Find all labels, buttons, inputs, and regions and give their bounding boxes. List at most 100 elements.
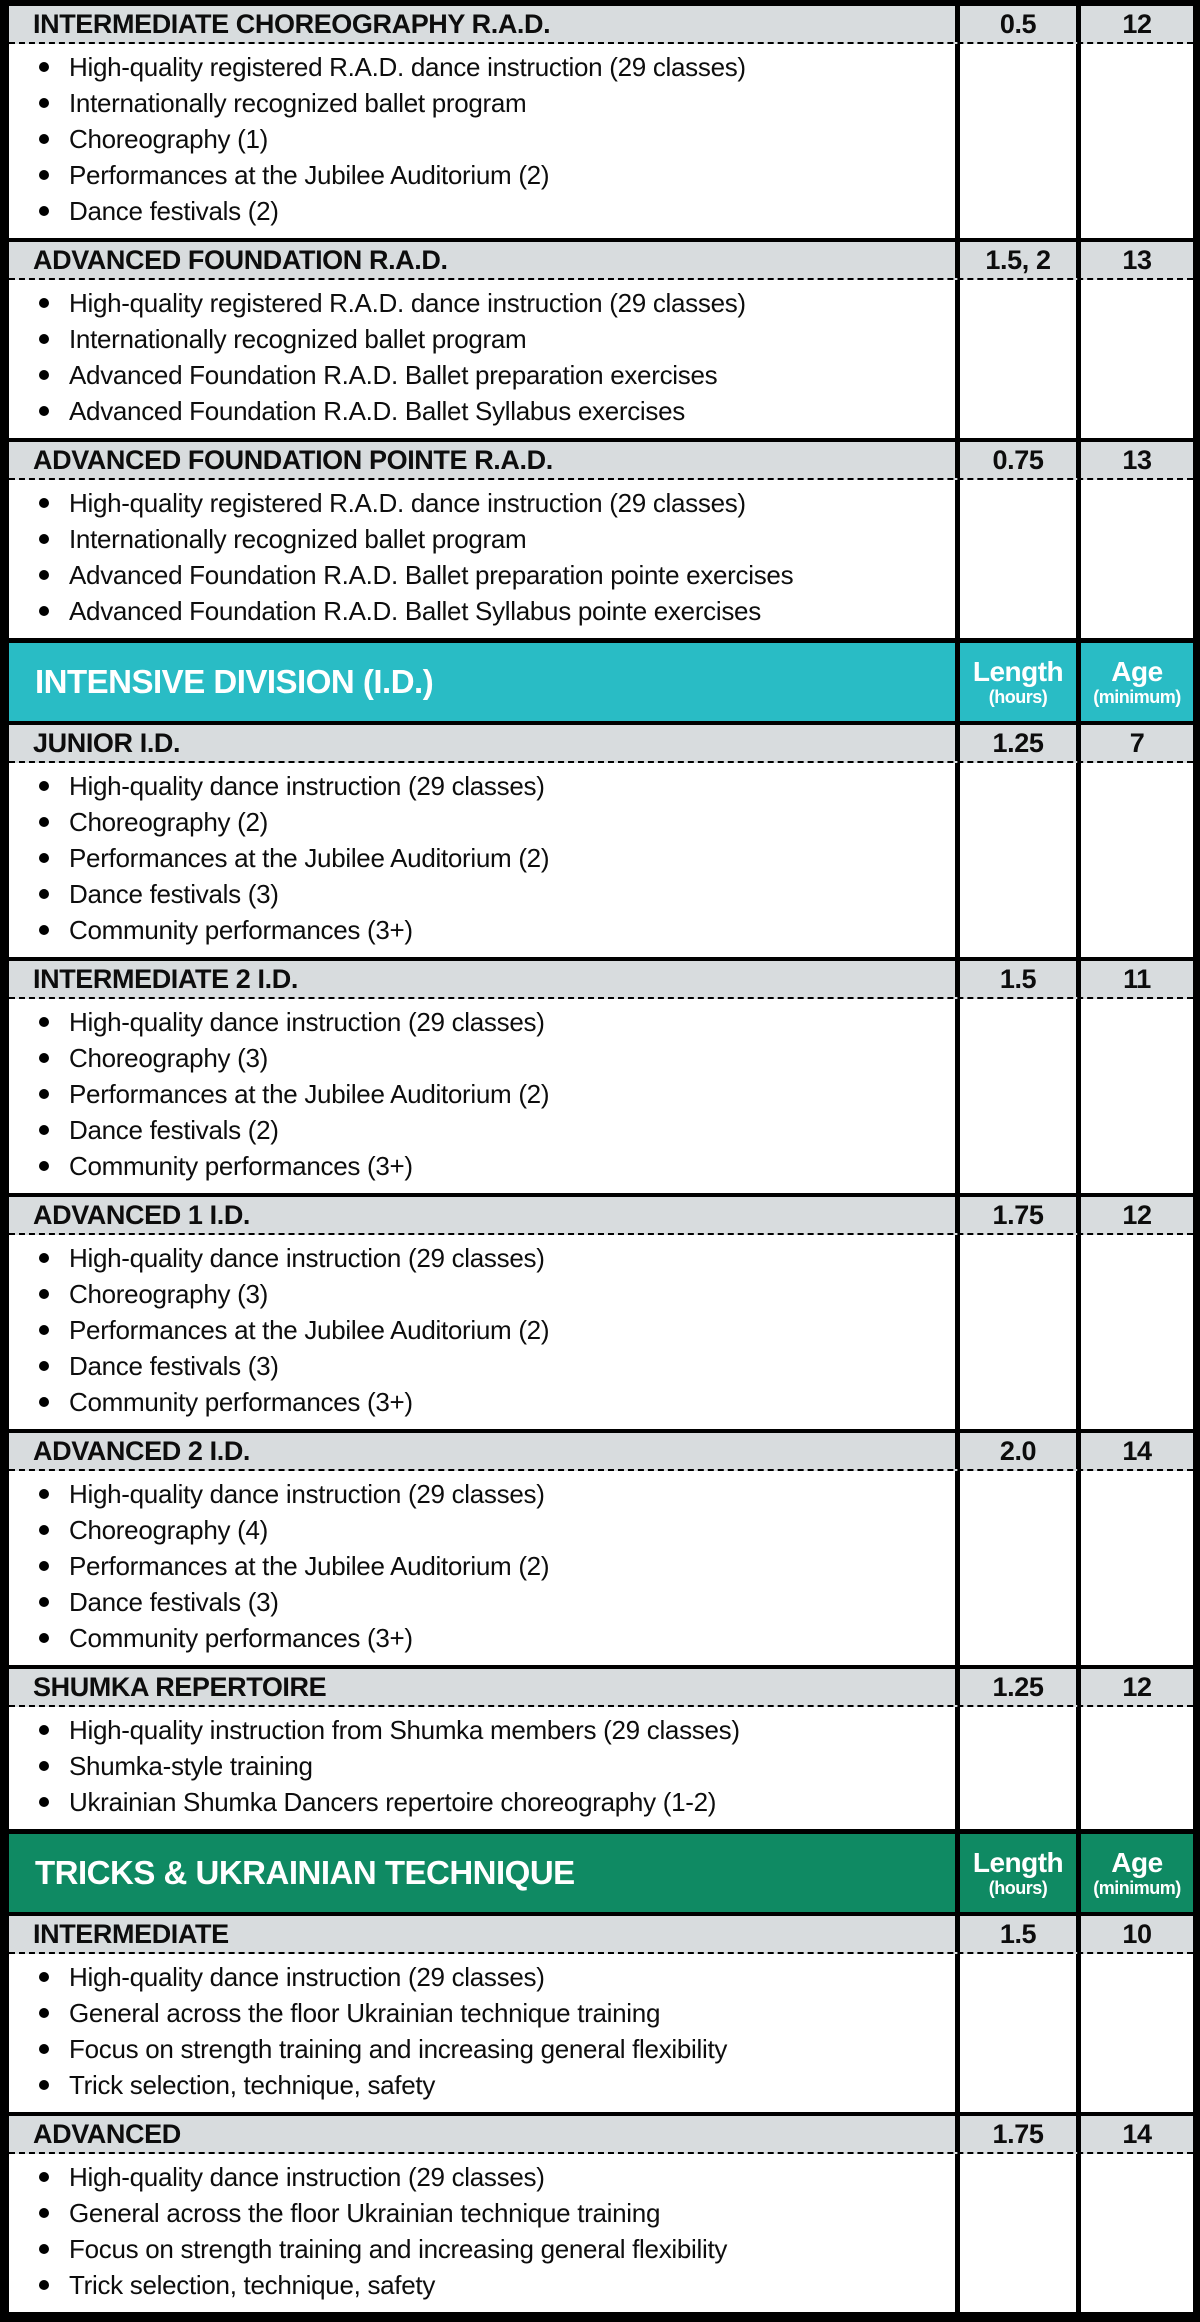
feature-text: Performances at the Jubilee Auditorium (… bbox=[69, 843, 550, 873]
feature-item: Dance festivals (2) bbox=[9, 1112, 947, 1148]
age-value: 14 bbox=[1076, 2116, 1193, 2152]
feature-text: Internationally recognized ballet progra… bbox=[69, 324, 527, 354]
length-value: 1.5 bbox=[955, 961, 1076, 997]
feature-text: High-quality registered R.A.D. dance ins… bbox=[69, 488, 746, 518]
class-name: ADVANCED FOUNDATION R.A.D. bbox=[33, 244, 448, 275]
age-sublabel: (minimum) bbox=[1093, 1878, 1181, 1898]
feature-text: High-quality registered R.A.D. dance ins… bbox=[69, 288, 746, 318]
length-sublabel: (hours) bbox=[988, 1878, 1048, 1898]
length-value: 1.25 bbox=[955, 1669, 1076, 1705]
features-row-shumka-repertoire: High-quality instruction from Shumka mem… bbox=[9, 1707, 1193, 1829]
feature-text: Dance festivals (2) bbox=[69, 1115, 279, 1145]
bullet-icon bbox=[39, 853, 49, 863]
length-empty-cell bbox=[955, 763, 1076, 957]
bullet-icon bbox=[39, 1633, 49, 1643]
feature-item: Focus on strength training and increasin… bbox=[9, 2231, 947, 2267]
feature-item: Choreography (3) bbox=[9, 1276, 947, 1312]
feature-item: Choreography (3) bbox=[9, 1040, 947, 1076]
feature-item: Choreography (4) bbox=[9, 1512, 947, 1548]
feature-text: Shumka-style training bbox=[69, 1751, 313, 1781]
feature-item: High-quality registered R.A.D. dance ins… bbox=[9, 49, 947, 85]
feature-item: Performances at the Jubilee Auditorium (… bbox=[9, 1548, 947, 1584]
section-header-junior-i-d: JUNIOR I.D. 1.25 7 bbox=[9, 721, 1193, 763]
age-empty-cell bbox=[1076, 999, 1193, 1193]
feature-text: Dance festivals (3) bbox=[69, 879, 279, 909]
column-header-length: Length (hours) bbox=[955, 643, 1076, 721]
bullet-icon bbox=[39, 1017, 49, 1027]
bullet-icon bbox=[39, 1361, 49, 1371]
bullet-icon bbox=[39, 1089, 49, 1099]
feature-text: Choreography (3) bbox=[69, 1279, 268, 1309]
bullet-icon bbox=[39, 370, 49, 380]
column-header-length: Length (hours) bbox=[955, 1834, 1076, 1912]
length-value: 1.5 bbox=[955, 1916, 1076, 1952]
feature-text: Performances at the Jubilee Auditorium (… bbox=[69, 160, 550, 190]
feature-item: Internationally recognized ballet progra… bbox=[9, 321, 947, 357]
feature-list: High-quality dance instruction (29 class… bbox=[9, 1235, 955, 1429]
length-value: 2.0 bbox=[955, 1433, 1076, 1469]
bullet-icon bbox=[39, 1761, 49, 1771]
feature-item: Advanced Foundation R.A.D. Ballet prepar… bbox=[9, 357, 947, 393]
feature-text: Trick selection, technique, safety bbox=[69, 2270, 436, 2300]
feature-item: High-quality registered R.A.D. dance ins… bbox=[9, 285, 947, 321]
class-name: SHUMKA REPERTOIRE bbox=[33, 1671, 327, 1702]
feature-text: High-quality dance instruction (29 class… bbox=[69, 1243, 545, 1273]
length-value: 0.75 bbox=[955, 442, 1076, 478]
length-value: 1.25 bbox=[955, 725, 1076, 761]
class-name: INTERMEDIATE bbox=[33, 1918, 229, 1949]
age-empty-cell bbox=[1076, 44, 1193, 238]
feature-text: Dance festivals (3) bbox=[69, 1351, 279, 1381]
class-name: ADVANCED bbox=[33, 2118, 181, 2149]
section-header-advanced: ADVANCED 1.75 14 bbox=[9, 2112, 1193, 2154]
section-header-advanced-2-i-d: ADVANCED 2 I.D. 2.0 14 bbox=[9, 1429, 1193, 1471]
length-empty-cell bbox=[955, 1235, 1076, 1429]
feature-text: Choreography (4) bbox=[69, 1515, 268, 1545]
bullet-icon bbox=[39, 781, 49, 791]
bullet-icon bbox=[39, 570, 49, 580]
bullet-icon bbox=[39, 134, 49, 144]
bullet-icon bbox=[39, 1597, 49, 1607]
feature-text: High-quality dance instruction (29 class… bbox=[69, 771, 545, 801]
feature-item: Community performances (3+) bbox=[9, 1148, 947, 1184]
feature-item: Dance festivals (2) bbox=[9, 193, 947, 229]
length-empty-cell bbox=[955, 1471, 1076, 1665]
feature-item: High-quality dance instruction (29 class… bbox=[9, 2159, 947, 2195]
feature-item: Choreography (1) bbox=[9, 121, 947, 157]
feature-text: Trick selection, technique, safety bbox=[69, 2070, 436, 2100]
feature-list: High-quality dance instruction (29 class… bbox=[9, 999, 955, 1193]
bullet-icon bbox=[39, 1325, 49, 1335]
feature-text: Choreography (3) bbox=[69, 1043, 268, 1073]
length-empty-cell bbox=[955, 2154, 1076, 2312]
feature-text: Choreography (2) bbox=[69, 807, 268, 837]
bullet-icon bbox=[39, 1972, 49, 1982]
section-header-intermediate-2-i-d: INTERMEDIATE 2 I.D. 1.5 11 bbox=[9, 957, 1193, 999]
feature-text: Focus on strength training and increasin… bbox=[69, 2034, 728, 2064]
bullet-icon bbox=[39, 498, 49, 508]
bullet-icon bbox=[39, 2244, 49, 2254]
bullet-icon bbox=[39, 1289, 49, 1299]
features-row-advanced-foundation-r-a-d: High-quality registered R.A.D. dance ins… bbox=[9, 280, 1193, 438]
feature-text: Community performances (3+) bbox=[69, 1151, 413, 1181]
feature-list: High-quality registered R.A.D. dance ins… bbox=[9, 280, 955, 438]
class-name: JUNIOR I.D. bbox=[33, 727, 181, 758]
age-empty-cell bbox=[1076, 1954, 1193, 2112]
feature-item: High-quality dance instruction (29 class… bbox=[9, 1476, 947, 1512]
bullet-icon bbox=[39, 1561, 49, 1571]
bullet-icon bbox=[39, 925, 49, 935]
bullet-icon bbox=[39, 2044, 49, 2054]
feature-text: Performances at the Jubilee Auditorium (… bbox=[69, 1315, 550, 1345]
feature-text: Focus on strength training and increasin… bbox=[69, 2234, 728, 2264]
feature-item: Shumka-style training bbox=[9, 1748, 947, 1784]
feature-text: Community performances (3+) bbox=[69, 1623, 413, 1653]
section-header-intermediate-choreography-r-a-d: INTERMEDIATE CHOREOGRAPHY R.A.D. 0.5 12 bbox=[9, 6, 1193, 44]
section-header-advanced-foundation-pointe-r-a-d: ADVANCED FOUNDATION POINTE R.A.D. 0.75 13 bbox=[9, 438, 1193, 480]
class-name: INTERMEDIATE 2 I.D. bbox=[33, 963, 298, 994]
bullet-icon bbox=[39, 1161, 49, 1171]
class-name: ADVANCED 2 I.D. bbox=[33, 1435, 251, 1466]
section-header-advanced-foundation-r-a-d: ADVANCED FOUNDATION R.A.D. 1.5, 2 13 bbox=[9, 238, 1193, 280]
bullet-icon bbox=[39, 2008, 49, 2018]
features-row-advanced-2-i-d: High-quality dance instruction (29 class… bbox=[9, 1471, 1193, 1665]
section-header-intermediate: INTERMEDIATE 1.5 10 bbox=[9, 1912, 1193, 1954]
feature-text: High-quality dance instruction (29 class… bbox=[69, 2162, 545, 2192]
